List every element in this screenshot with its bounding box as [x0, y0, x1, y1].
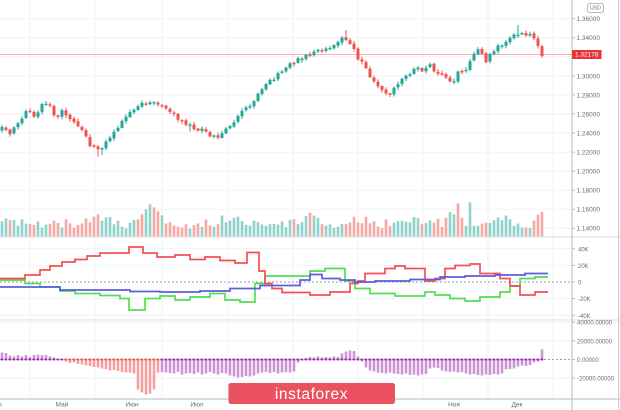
svg-text:1.18000: 1.18000: [577, 188, 601, 195]
svg-text:-40K: -40K: [578, 314, 591, 320]
svg-text:Май: Май: [56, 400, 69, 408]
svg-text:1.24000: 1.24000: [577, 130, 601, 137]
svg-text:40K: 40K: [578, 247, 589, 253]
svg-text:40000.00000: 40000.00000: [577, 321, 613, 327]
svg-text:1.26000: 1.26000: [577, 111, 601, 118]
svg-text:0.00000: 0.00000: [577, 358, 599, 364]
svg-text:1.36000: 1.36000: [577, 16, 601, 23]
svg-text:instaforex: instaforex: [275, 386, 348, 403]
svg-text:-20K: -20K: [578, 297, 591, 303]
svg-text:0: 0: [578, 281, 582, 287]
svg-text:Апр: Апр: [0, 401, 2, 408]
svg-text:1.34000: 1.34000: [577, 35, 601, 42]
svg-text:Июн: Июн: [125, 401, 139, 408]
svg-text:1.22000: 1.22000: [577, 150, 601, 157]
svg-text:20000.00000: 20000.00000: [577, 339, 613, 345]
svg-text:1.20000: 1.20000: [577, 169, 601, 176]
svg-text:1.16000: 1.16000: [577, 207, 601, 214]
svg-text:Дек: Дек: [512, 401, 523, 408]
svg-text:1.32178: 1.32178: [575, 52, 599, 59]
svg-text:20K: 20K: [578, 264, 589, 270]
svg-text:USD: USD: [590, 6, 601, 12]
svg-text:1.14000: 1.14000: [577, 226, 601, 233]
svg-text:Ноя: Ноя: [448, 401, 460, 408]
svg-text:1.28000: 1.28000: [577, 92, 601, 99]
svg-text:-20000.00000: -20000.00000: [577, 377, 615, 383]
svg-text:Июл: Июл: [190, 401, 203, 408]
svg-text:1.30000: 1.30000: [577, 73, 601, 80]
